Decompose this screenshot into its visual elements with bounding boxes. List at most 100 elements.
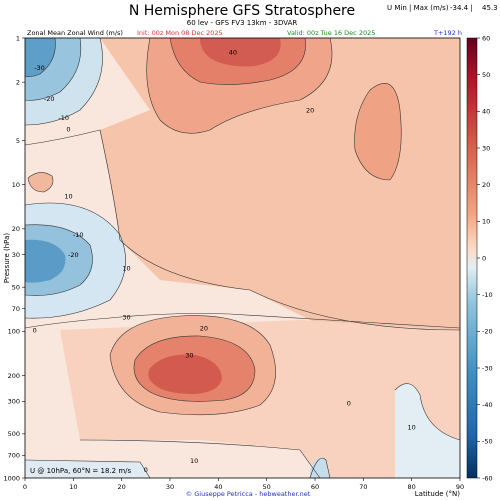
contour-label: 30 [122,313,130,321]
contour-line [27,172,54,193]
surface-easterly-patch [310,457,330,478]
x-tick-label: 50 [263,483,271,491]
easterly-mid-center [25,239,66,283]
y-tick-label: 300 [8,398,20,406]
contour-line [25,129,460,331]
contour-label: 20 [306,106,314,114]
surface-easterly-right [395,383,460,478]
contour-line [309,457,331,478]
easterly-upper-core [25,38,56,77]
contour-label: 10 [190,457,198,465]
contour-label: 30 [185,351,193,359]
contour-label: -20 [44,95,55,103]
y-tick-label: 5 [16,137,20,145]
colorbar-tick-label: 50 [482,71,490,79]
contour-line [25,38,56,77]
contour-line [25,38,82,101]
contour-line [79,439,321,478]
y-tick-label: 30 [12,251,20,259]
colorbar-tick-label: 0 [482,254,486,262]
wind-field [25,38,460,478]
y-tick-label: 500 [8,430,20,438]
contour-line [109,315,276,416]
valid-label: Valid: 00z Tue 16 Dec 2025 [287,29,375,37]
colorbar-tick-label: -40 [482,401,493,409]
contour-line [25,224,93,296]
point-value-annotation: U @ 10hPa, 60°N = 18.2 m/s [30,467,132,475]
colorbar-tick-label: 20 [482,181,490,189]
x-tick-label: 10 [69,483,77,491]
contour-line [169,38,306,85]
y-tick-label: 10 [12,181,20,189]
y-tick-label: 70 [12,305,20,313]
credit-label: © Giuseppe Petricca - hebweather.net [186,490,311,498]
colorbar-tick-label: 10 [482,218,490,226]
warm-patch [28,172,53,192]
x-tick-label: 60 [311,483,319,491]
x-axis-title: Latitude (°N) [415,490,461,498]
colorbar [466,37,478,479]
y-axis-title: Pressure (hPa) [3,233,11,283]
y-tick-label: 20 [12,225,20,233]
x-tick-label: 30 [166,483,174,491]
plot-frame [24,37,461,479]
polar-jet-core [200,38,281,67]
contour-line [25,202,126,319]
contour-line [354,83,402,181]
y-tick-label: 1 [16,34,20,42]
surface-easterly-left [25,460,150,478]
colorbar-tick-label: -30 [482,364,493,372]
max-value: 45.3 [482,4,498,12]
y-tick-label: 1000 [3,474,20,482]
colorbar-tick-label: -60 [482,474,493,482]
minmax-label: U Min | Max (m/s) [387,4,449,12]
contour-label: 0 [66,126,70,134]
contour-line [25,313,460,329]
y-tick-label: 50 [12,283,20,291]
colorbar-tick-label: 60 [482,34,490,42]
contour-label: 20 [200,324,208,332]
y-tick-label: 200 [8,372,20,380]
x-tick-label: 70 [359,483,367,491]
x-tick-label: 20 [118,483,126,491]
x-tick-label: 90 [456,483,464,491]
y-tick-label: 2 [16,78,20,86]
colorbar-tick-label: -10 [482,291,493,299]
contour-lines [25,38,460,478]
contour-label: -30 [34,64,45,72]
x-tick-label: 40 [214,483,222,491]
contour-line [25,459,151,478]
colorbar-tick-label: 30 [482,144,490,152]
contour-label: 10 [64,193,72,201]
min-value: -34.4 | [450,4,473,12]
contour-label: -10 [58,114,69,122]
contour-label: 0 [33,326,37,334]
subtropical-jet-core [148,354,222,394]
high-lat-max [354,83,402,180]
chart-title: N Hemisphere GFS Stratosphere [129,3,355,19]
x-tick-label: 0 [23,483,27,491]
colorbar-tick-label: -20 [482,328,493,336]
contour-line [394,383,460,441]
init-label: Init: 00z Mon 08 Dec 2025 [137,29,223,37]
lead-time-label: T+192 h [433,29,462,37]
contour-labels: -30 -20 -10 0 10 40 20 -10 -20 10 0 30 20 30 0 10 0 10 [33,49,416,475]
chart-subtitle: 60 lev - GFS FV3 13km - 3DVAR [187,19,298,27]
contour-label: -20 [68,251,79,259]
colorbar-tick-label: -50 [482,438,493,446]
colorbar-tick-label: 40 [482,108,490,116]
contour-label: 10 [408,423,416,431]
colorbar-ticks: 60 50 40 30 20 10 0 -10 -20 -30 -40 -50 -60 [477,34,493,482]
contour-line [146,38,333,134]
y-tick-label: 700 [8,452,20,460]
contour-line [133,335,256,402]
variable-label: Zonal Mean Zonal Wind (m/s) [27,29,123,37]
contour-label: 40 [229,49,237,57]
contour-label: 0 [347,400,351,408]
contour-label: 10 [122,264,130,272]
contour-label: -10 [73,231,84,239]
x-tick-label: 80 [408,483,416,491]
axes: 0 10 20 30 40 50 60 70 80 90125102030507010020030… [3,34,464,491]
contour-line [25,38,103,126]
